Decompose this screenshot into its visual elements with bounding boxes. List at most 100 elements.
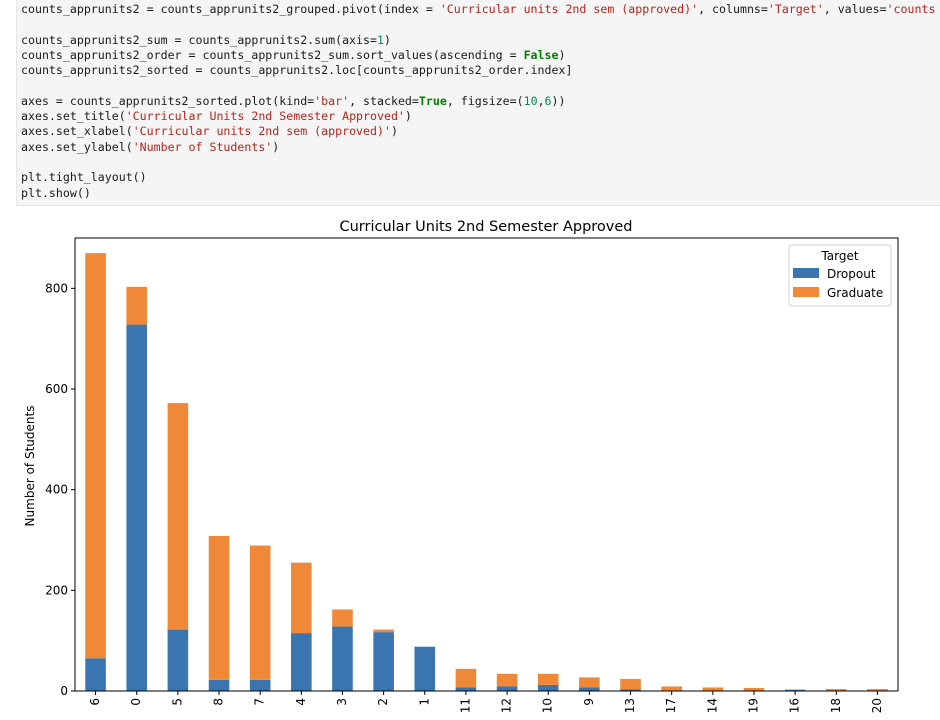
x-tick-label: 10 — [541, 698, 555, 713]
bar-dropout-1 — [414, 646, 436, 691]
legend-swatch-dropout — [793, 268, 819, 278]
x-tick-label: 14 — [705, 698, 719, 713]
bar-graduate-2 — [373, 629, 394, 633]
x-tick-label: 7 — [253, 698, 267, 706]
legend-swatch-graduate — [793, 287, 819, 297]
bar-graduate-5 — [167, 403, 189, 630]
code-token: 'Curricular units 2nd sem (approved)' — [132, 124, 391, 139]
code-token: axes.set_xlabel( — [21, 124, 133, 139]
code-token: 1 — [376, 32, 384, 47]
x-tick-label: 4 — [294, 698, 308, 706]
bar-graduate-3 — [332, 609, 353, 627]
legend-title: Target — [820, 249, 858, 263]
chart-title: Curricular Units 2nd Semester Approved — [339, 219, 632, 235]
bar-graduate-20 — [867, 688, 888, 691]
x-tick-label: 2 — [376, 698, 390, 706]
bar-dropout-11 — [455, 687, 477, 691]
code-token: ) — [383, 32, 391, 47]
plot-frame — [74, 237, 899, 692]
bar-graduate-17 — [661, 686, 682, 691]
code-token: counts_apprunits2 = counts_apprunits2_gr… — [21, 2, 440, 16]
code-token: False — [523, 47, 559, 62]
bar-dropout-10 — [537, 684, 559, 691]
legend-label-dropout: Dropout — [827, 267, 876, 281]
code-cell[interactable]: counts_apprunits2 = counts_apprunits2_gr… — [16, 0, 940, 206]
x-tick-label: 11 — [458, 698, 472, 713]
code-token: counts_apprunits2_sum = counts_apprunits… — [21, 32, 377, 47]
bar-dropout-8 — [208, 679, 230, 691]
code-editor[interactable]: counts_apprunits2 = counts_apprunits2_gr… — [17, 0, 940, 201]
legend-label-graduate: Graduate — [827, 286, 883, 300]
bar-dropout-6 — [85, 658, 106, 691]
x-tick-label: 8 — [212, 698, 226, 706]
bar-dropout-12 — [496, 686, 518, 691]
bar-graduate-19 — [743, 687, 765, 691]
bar-dropout-0 — [126, 324, 148, 691]
y-tick-label: 0 — [60, 684, 68, 698]
code-line: axes.set_ylabel('Number of Students') — [21, 140, 940, 155]
code-token: , stacked= — [349, 93, 419, 108]
bar-dropout-13 — [620, 689, 641, 691]
x-tick-label: 12 — [500, 698, 514, 713]
bar-dropout-4 — [291, 633, 312, 691]
bar-graduate-4 — [291, 562, 312, 634]
bar-graduate-6 — [85, 253, 106, 659]
code-token: counts_apprunits2_order = counts_appruni… — [21, 47, 524, 62]
code-token: axes.set_ylabel( — [21, 139, 133, 154]
code-token: 'bar' — [314, 93, 350, 108]
x-axis: 6 0 5 8 7 4 3 2 1 11 12 10 9 13 17 14 19 16 18 20 — [88, 691, 884, 713]
legend: Target Dropout Graduate — [788, 244, 892, 307]
code-line: plt.show() — [21, 186, 940, 201]
x-tick-label: 18 — [829, 698, 843, 713]
code-token: )) — [551, 93, 566, 108]
x-tick-label: 19 — [746, 698, 760, 713]
code-line: ​ — [21, 155, 940, 170]
x-tick-label: 20 — [870, 698, 884, 713]
code-line: axes.set_xlabel('Curricular units 2nd se… — [21, 124, 940, 139]
code-token: 'counts — [886, 2, 936, 16]
bar-graduate-18 — [825, 688, 847, 691]
code-token: 6 — [544, 93, 552, 108]
bar-graduate-14 — [702, 687, 724, 691]
bars-group — [85, 253, 888, 691]
bar-dropout-16 — [784, 689, 806, 691]
code-line: counts_apprunits2_sorted = counts_apprun… — [21, 63, 940, 78]
bar-graduate-9 — [579, 677, 600, 688]
y-tick-label: 200 — [45, 583, 68, 597]
code-token: counts_apprunits2_sorted = counts_apprun… — [21, 63, 573, 78]
code-line: counts_apprunits2 = counts_apprunits2_gr… — [21, 2, 940, 17]
bar-dropout-2 — [373, 632, 394, 691]
bar-graduate-7 — [249, 545, 271, 680]
y-axis: 0 200 400 600 800 — [45, 281, 75, 698]
code-token: ) — [390, 124, 398, 139]
x-tick-label: 1 — [417, 698, 431, 706]
code-line: counts_apprunits2_order = counts_appruni… — [21, 48, 940, 63]
x-tick-label: 5 — [170, 698, 184, 706]
chart-output: Curricular Units 2nd Semester Approved N… — [23, 219, 899, 713]
code-token: 'Curricular units 2nd sem (approved)' — [439, 2, 699, 16]
bar-dropout-3 — [332, 626, 353, 691]
code-token: 'Curricular Units 2nd Semester Approved' — [125, 109, 405, 124]
code-token: axes.set_title( — [21, 109, 126, 124]
code-token: True — [418, 93, 447, 108]
code-line: counts_apprunits2_sum = counts_apprunits… — [21, 33, 940, 48]
y-tick-label: 600 — [45, 382, 68, 396]
code-line: plt.tight_layout() — [21, 170, 940, 185]
bar-dropout-7 — [249, 679, 271, 691]
x-tick-label: 0 — [129, 698, 143, 706]
code-token: , figsize=( — [446, 93, 524, 108]
code-token: plt.tight_layout() — [21, 170, 147, 185]
code-token: , values= — [823, 2, 887, 16]
code-token: 'Number of Students' — [132, 139, 273, 154]
y-axis-label: Number of Students — [23, 406, 37, 527]
code-token: ) — [558, 47, 566, 62]
bar-graduate-11 — [455, 668, 477, 688]
code-line: ​ — [21, 17, 940, 32]
y-tick-label: 400 — [45, 483, 68, 497]
bar-graduate-12 — [496, 673, 518, 687]
bar-graduate-10 — [537, 673, 559, 685]
bar-graduate-0 — [126, 286, 148, 325]
code-line: axes.set_title('Curricular Units 2nd Sem… — [21, 109, 940, 124]
x-tick-label: 9 — [582, 698, 596, 706]
bar-dropout-5 — [167, 629, 189, 691]
